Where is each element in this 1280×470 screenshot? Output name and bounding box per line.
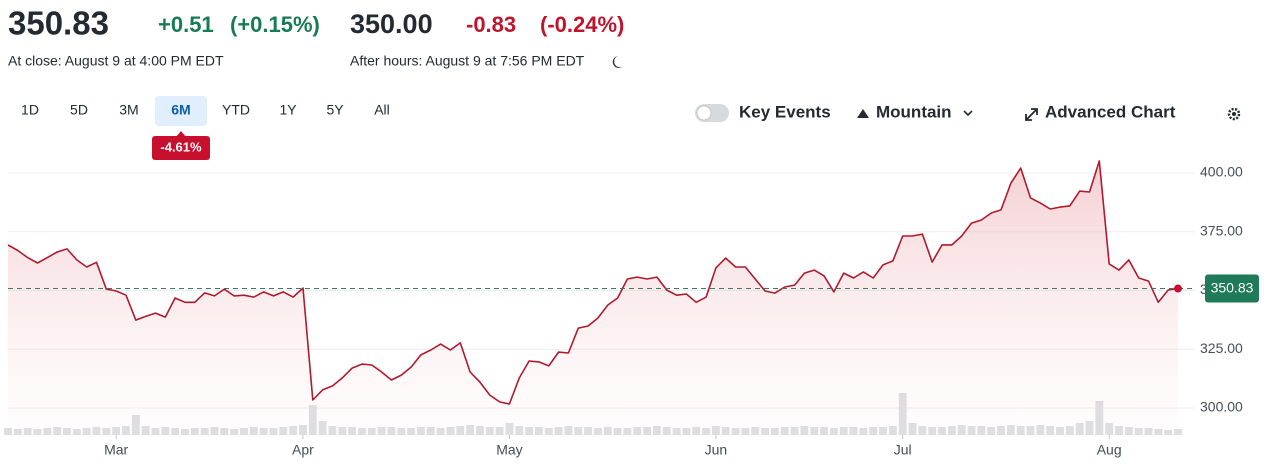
last-point	[1174, 284, 1182, 293]
range-option[interactable]: 6M	[171, 102, 190, 118]
plot: 300.00325.00350.00375.00400.00MarAprMayJ…	[4, 160, 1259, 458]
x-tick-label: Jul	[894, 442, 912, 458]
range-option[interactable]: 5D	[70, 102, 88, 118]
reference-badge	[1205, 274, 1259, 303]
reference-label: 350.83	[1211, 279, 1254, 295]
price-change: +0.51	[158, 12, 214, 37]
price-line	[7, 160, 1179, 405]
caret-icon[interactable]	[963, 110, 973, 117]
chart-style[interactable]: Mountain	[876, 102, 952, 121]
gear-center[interactable]	[1232, 112, 1236, 116]
after-hours-price: 350.00	[350, 9, 433, 39]
close-status: At close: August 9 at 4:00 PM EDT	[8, 53, 224, 69]
after-hours-change: -0.83	[466, 12, 516, 37]
x-tick-label: May	[496, 442, 522, 458]
price: 350.83	[8, 5, 109, 42]
range-option[interactable]: 5Y	[326, 102, 344, 118]
settings-icon[interactable]	[1227, 107, 1241, 121]
x-tick-label: Mar	[104, 442, 128, 458]
mountain-icon	[857, 109, 869, 118]
after-hours-status: After hours: August 9 at 7:56 PM EDT	[350, 53, 585, 69]
range-option[interactable]: YTD	[222, 102, 250, 118]
x-tick-label: Apr	[292, 442, 314, 458]
range-option[interactable]: All	[374, 102, 390, 118]
advanced-chart[interactable]: Advanced Chart	[1045, 102, 1176, 121]
after-hours-change-pct: (-0.24%)	[540, 12, 624, 37]
price-change-pct: (+0.15%)	[230, 12, 320, 37]
y-tick-label: 375.00	[1200, 222, 1243, 238]
expand-icon[interactable]	[1025, 108, 1038, 121]
y-tick-label: 325.00	[1200, 340, 1243, 356]
y-tick-label: 400.00	[1200, 164, 1243, 180]
range-option[interactable]: 1Y	[279, 102, 297, 118]
moon-icon	[612, 56, 622, 68]
range-selected-bg[interactable]	[155, 96, 207, 126]
range-option[interactable]: 1D	[21, 102, 39, 118]
x-tick-label: Aug	[1097, 442, 1122, 458]
key-events[interactable]: Key Events	[739, 102, 831, 121]
range-change: -4.61%	[160, 139, 202, 154]
toggle-knob[interactable]	[696, 105, 712, 121]
range-selector: 1D 5D 3M -4.61% 6M YTD 1Y 5Y All	[21, 96, 390, 160]
range-change-badge	[152, 136, 210, 160]
area-fill	[8, 161, 1178, 435]
x-tick-label: Jun	[705, 442, 728, 458]
range-option[interactable]: 3M	[119, 102, 138, 118]
y-tick-label: 300.00	[1200, 399, 1243, 415]
range-change-pointer	[176, 131, 186, 137]
gear-teeth[interactable]	[1227, 107, 1241, 121]
